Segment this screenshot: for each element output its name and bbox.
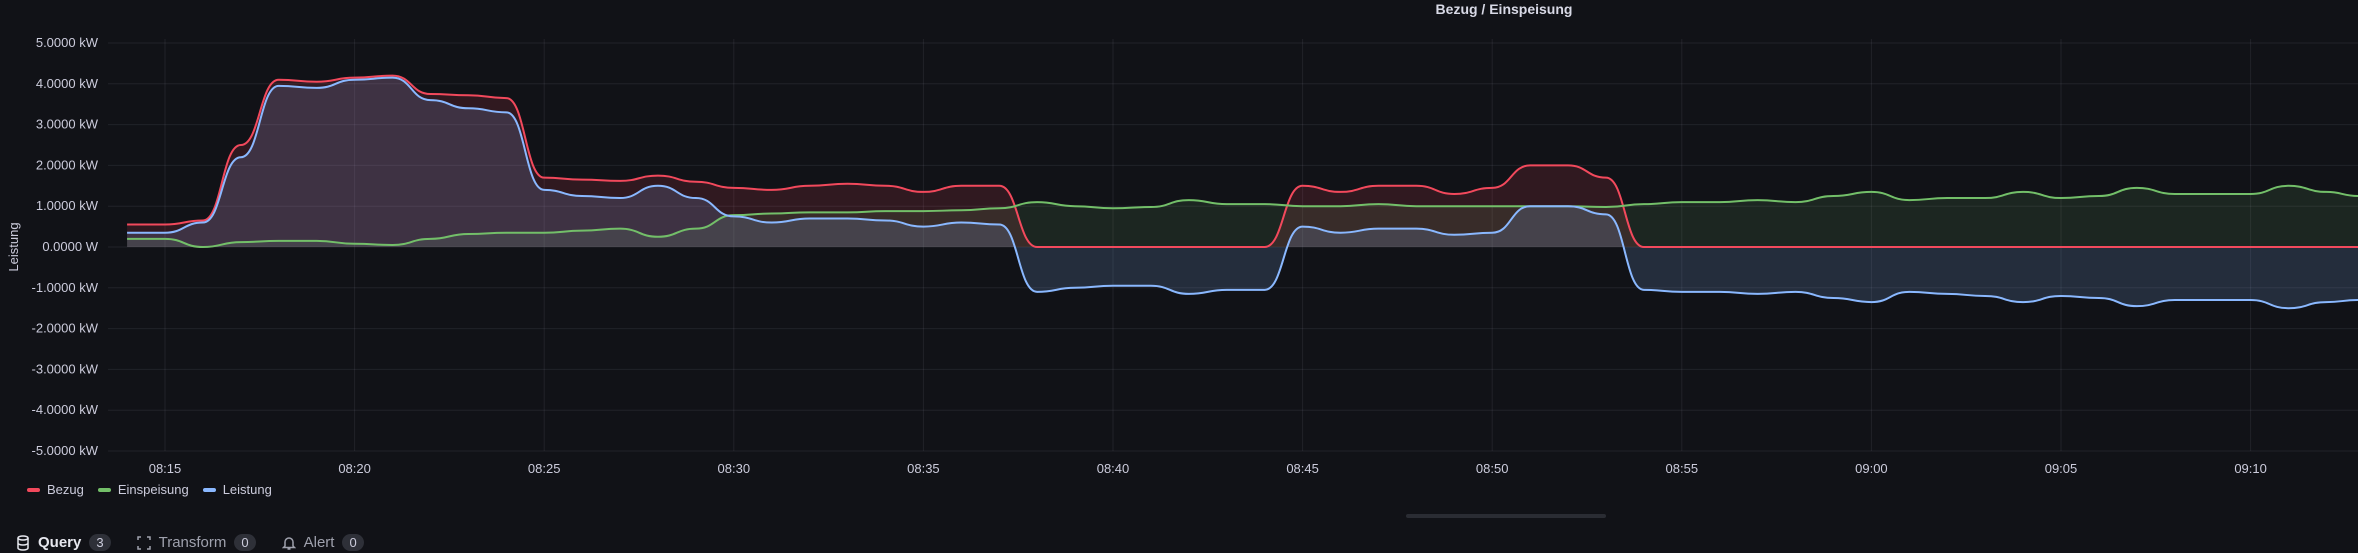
x-tick-label: 08:30 (718, 461, 751, 476)
tab-alert[interactable]: Alert 0 (281, 534, 364, 551)
x-axis: 08:15 08:20 08:25 08:30 08:35 08:40 08:45 08:50… (149, 461, 2267, 476)
tab-transform[interactable]: Transform 0 (136, 534, 256, 551)
y-tick-label: -4.0000 kW (32, 402, 99, 417)
tab-label: Transform (158, 534, 227, 551)
legend-swatch-leistung (202, 487, 216, 492)
x-tick-label: 08:20 (338, 461, 371, 476)
area-fill-bezug (127, 75, 2358, 247)
x-tick-label: 09:10 (2234, 461, 2267, 476)
legend-item-bezug[interactable]: Bezug (27, 482, 84, 497)
area-fill-einspeisung (127, 185, 2358, 247)
y-tick-label: -3.0000 kW (32, 361, 99, 376)
legend-swatch-einspeisung (97, 487, 111, 492)
y-tick-label: 1.0000 kW (36, 198, 99, 213)
x-tick-label: 09:05 (2045, 461, 2078, 476)
timeseries-chart[interactable]: 5.0000 kW 4.0000 kW 3.0000 kW 2.0000 kW 1.00… (0, 0, 2358, 520)
legend-item-leistung[interactable]: Leistung (202, 482, 272, 497)
tab-query[interactable]: Query 3 (16, 534, 111, 551)
panel-title: Bezug / Einspeisung (1435, 1, 1573, 17)
legend-swatch-bezug (27, 487, 40, 492)
y-tick-label: 3.0000 kW (36, 117, 99, 132)
tab-count-badge: 3 (89, 534, 111, 551)
x-tick-label: 08:50 (1476, 461, 1509, 476)
y-tick-label: -1.0000 kW (32, 280, 99, 295)
editor-tabs: Query 3 Transform 0 Alert 0 (16, 534, 364, 551)
y-tick-label: -2.0000 kW (32, 321, 99, 336)
series-lines (127, 74, 2358, 310)
tab-label: Alert (303, 534, 335, 551)
x-tick-label: 08:15 (149, 461, 182, 476)
y-axis: 5.0000 kW 4.0000 kW 3.0000 kW 2.0000 kW 1.00… (32, 35, 99, 458)
series-line-bezug[interactable] (127, 74, 2358, 248)
x-tick-label: 09:00 (1855, 461, 1888, 476)
series-line-leistung[interactable] (127, 76, 2358, 310)
legend: Bezug Einspeisung Leistung (27, 482, 272, 497)
legend-label: Leistung (222, 482, 272, 497)
legend-item-einspeisung[interactable]: Einspeisung (97, 482, 189, 497)
horizontal-scrollbar[interactable] (1406, 514, 1606, 518)
x-tick-label: 08:40 (1097, 461, 1130, 476)
y-tick-label: 2.0000 kW (36, 157, 99, 172)
bell-icon (281, 536, 296, 550)
area-fill-leistung (127, 77, 2358, 309)
transform-icon (136, 535, 151, 550)
series-line-einspeisung[interactable] (127, 184, 2358, 249)
database-icon (17, 534, 29, 551)
y-axis-label: Leistung (6, 222, 21, 271)
x-tick-label: 08:55 (1666, 461, 1699, 476)
tab-label: Query (38, 534, 82, 551)
legend-label: Bezug (47, 482, 84, 497)
x-tick-label: 08:25 (528, 461, 561, 476)
y-tick-label: -5.0000 kW (32, 443, 99, 458)
tab-count-badge: 0 (342, 534, 364, 551)
area-fills (127, 75, 2358, 309)
y-tick-label: 4.0000 kW (36, 76, 99, 91)
x-tick-label: 08:35 (907, 461, 940, 476)
tab-count-badge: 0 (234, 534, 256, 551)
x-tick-label: 08:45 (1286, 461, 1319, 476)
y-tick-label: 5.0000 kW (36, 35, 99, 50)
y-tick-label: 0.0000 W (42, 239, 98, 254)
legend-label: Einspeisung (117, 482, 189, 497)
